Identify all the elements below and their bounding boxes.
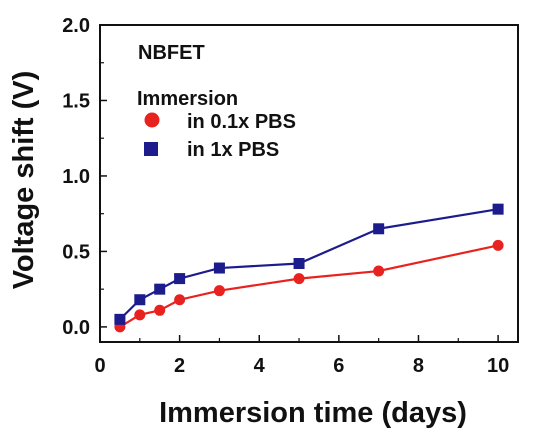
y-tick-label: 2.0 <box>62 15 90 37</box>
y-tick-label: 1.5 <box>62 90 90 112</box>
x-tick-label: 10 <box>487 355 509 377</box>
data-point-square <box>134 294 146 306</box>
data-point-circle <box>174 294 186 306</box>
plot-frame <box>99 24 519 343</box>
data-point-square <box>174 273 186 285</box>
data-point-square <box>373 223 385 235</box>
data-point-circle <box>492 239 504 251</box>
x-tick-label: 4 <box>254 355 266 377</box>
legend-marker-circle <box>144 112 160 128</box>
data-point-square <box>154 283 166 295</box>
data-point-square <box>293 258 305 270</box>
x-tick-label: 2 <box>174 355 185 377</box>
legend-group: NBFET Immersion in 0.1x PBS in 1x PBS <box>137 42 296 161</box>
data-point-circle <box>373 265 385 277</box>
data-point-circle <box>154 304 166 316</box>
y-tick-label: 0.5 <box>62 241 90 263</box>
legend-label-0: in 0.1x PBS <box>187 111 296 133</box>
data-point-circle <box>134 309 146 321</box>
x-tick-label: 6 <box>333 355 344 377</box>
series-line-0 <box>119 244 499 328</box>
legend-title: Immersion <box>137 88 238 110</box>
y-tick-label: 0.0 <box>62 317 90 339</box>
x-axis-title: Immersion time (days) <box>159 397 467 429</box>
axes-group <box>99 24 519 343</box>
annotation-label: NBFET <box>138 42 205 64</box>
y-tick-label: 1.0 <box>62 166 90 188</box>
y-axis-title: Voltage shift (V) <box>8 71 40 290</box>
x-tick-label: 8 <box>413 355 424 377</box>
x-tick-label: 0 <box>94 355 105 377</box>
ticks-group: 0 2 4 6 8 10 0.0 0.5 1.0 1.5 2.0 <box>62 15 509 377</box>
series-group <box>114 203 504 333</box>
data-point-square <box>492 203 504 215</box>
data-point-circle <box>293 273 305 285</box>
data-point-square <box>114 313 126 325</box>
data-point-circle <box>213 285 225 297</box>
legend-marker-square <box>144 142 158 156</box>
data-point-square <box>213 262 225 274</box>
legend-label-1: in 1x PBS <box>187 139 279 161</box>
